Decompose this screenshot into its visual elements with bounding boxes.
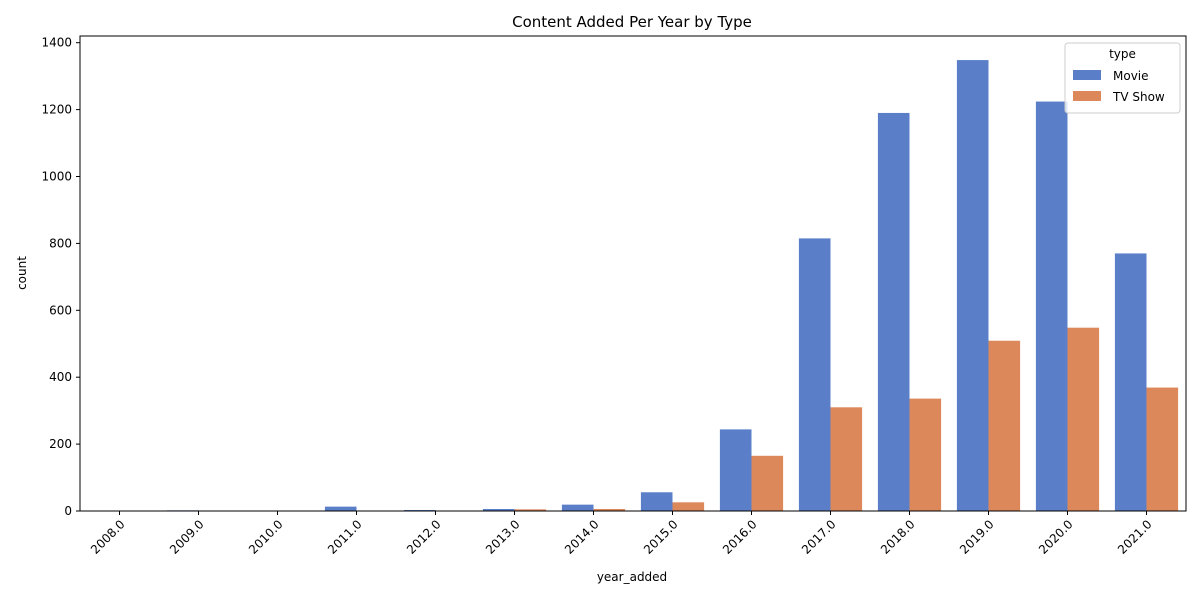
legend: type Movie TV Show [1064,42,1181,114]
y-tick-label: 1000 [41,169,72,183]
bar-tv-show-2017.0 [830,407,863,511]
legend-title: type [1109,47,1136,61]
x-tick-label: 2013.0 [483,517,523,557]
bar-tv-show-2019.0 [988,340,1021,511]
x-tick-label: 2021.0 [1115,517,1155,557]
bar-tv-show-2018.0 [909,398,942,511]
x-tick-label: 2011.0 [325,517,365,557]
x-tick-label: 2009.0 [167,517,207,557]
x-tick-label: 2008.0 [88,517,128,557]
bar-tv-show-2013.0 [514,509,547,511]
plot-frame [79,35,1187,512]
bar-movie-2021.0 [1114,253,1147,511]
y-tick-label: 1400 [41,36,72,50]
plot-area: 0 200 400 600 800 1000 1200 1400 2008.0 2009.0 201… [41,35,1187,557]
bar-tv-show-2015.0 [672,502,705,511]
legend-label: Movie [1113,69,1149,83]
y-tick-label: 400 [49,370,72,384]
x-tick-label: 2018.0 [878,517,918,557]
x-tick-label: 2017.0 [799,517,839,557]
bar-movie-2019.0 [956,60,989,511]
x-tick-label: 2016.0 [720,517,760,557]
bar-tv-show-2020.0 [1067,327,1100,511]
x-tick-label: 2014.0 [562,517,602,557]
x-tick-label: 2012.0 [404,517,444,557]
bar-movie-2013.0 [482,508,515,511]
x-axis-label: year_added [597,570,667,584]
bar-tv-show-2014.0 [593,508,626,511]
x-tick-label: 2020.0 [1036,517,1076,557]
x-tick-label: 2010.0 [246,517,286,557]
bar-movie-2017.0 [798,238,831,511]
bar-tv-show-2016.0 [751,455,784,511]
bar-movie-2020.0 [1035,101,1068,511]
y-tick-label: 800 [49,236,72,250]
y-tick-label: 200 [49,437,72,451]
bar-movie-2018.0 [877,112,910,511]
bar-movie-2015.0 [640,492,673,511]
x-tick-label: 2015.0 [641,517,681,557]
y-axis-label: count [15,256,29,290]
bar-tv-show-2021.0 [1146,387,1179,511]
y-tick-label: 600 [49,303,72,317]
legend-swatch [1073,70,1101,80]
bar-movie-2011.0 [324,506,357,511]
y-tick-label: 0 [64,504,72,518]
y-tick-label: 1200 [41,103,72,117]
x-tick-label: 2019.0 [957,517,997,557]
chart-title: Content Added Per Year by Type [512,13,752,31]
bar-movie-2016.0 [719,429,752,511]
legend-swatch [1073,91,1101,101]
legend-label: TV Show [1112,90,1165,104]
bar-movie-2014.0 [561,504,594,511]
